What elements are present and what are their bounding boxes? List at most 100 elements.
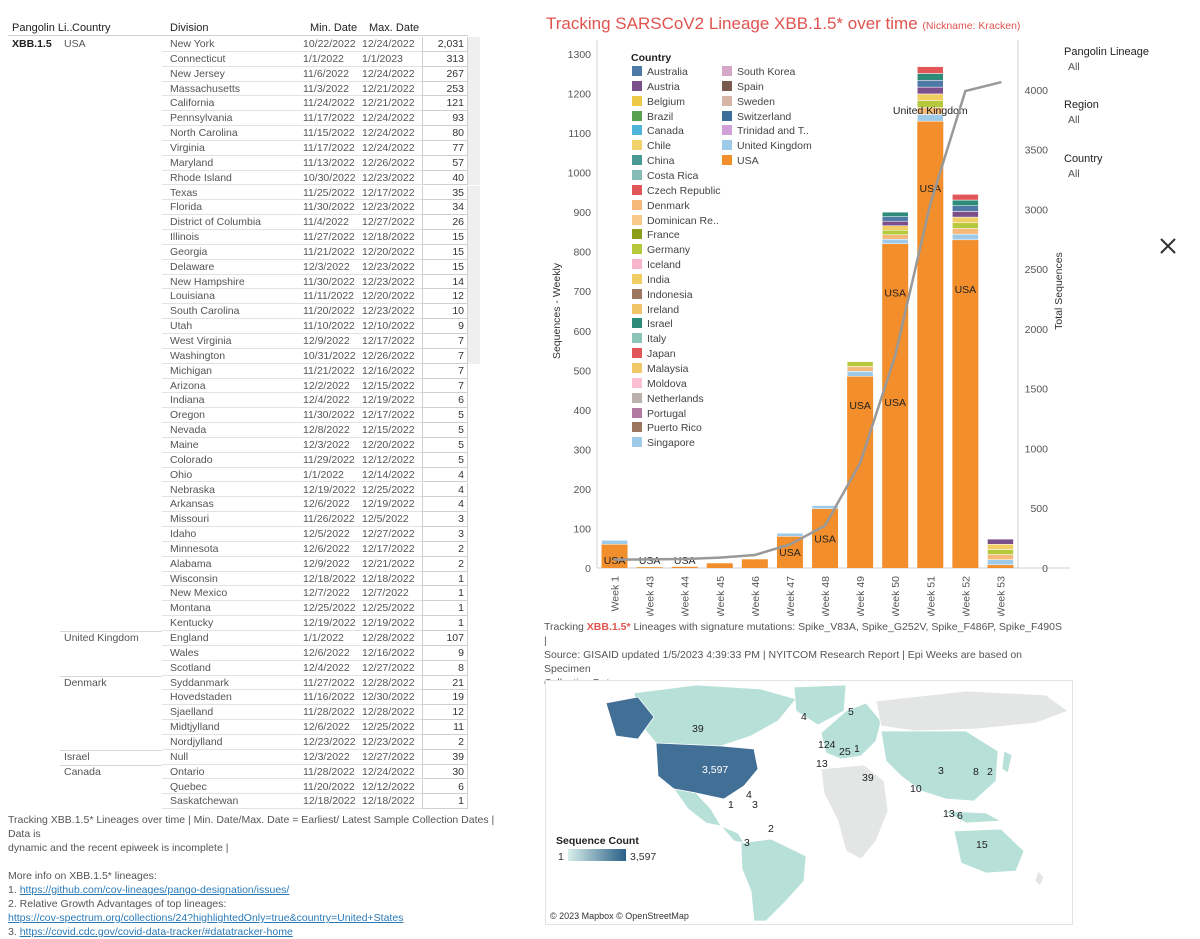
- table-row[interactable]: Michigan 11/21/2022 12/16/2022 7: [0, 363, 480, 379]
- table-row[interactable]: District of Columbia 11/4/2022 12/27/2022 2…: [0, 215, 480, 231]
- table-row[interactable]: Indiana 12/4/2022 12/19/2022 6: [0, 393, 480, 409]
- scroll-track[interactable]: [468, 230, 480, 245]
- table-row[interactable]: Syddanmark 11/27/2022 12/28/2022 21: [0, 675, 480, 691]
- table-row[interactable]: Ontario 11/28/2022 12/24/2022 30: [0, 764, 480, 780]
- cdc-tracker-link[interactable]: https://covid.cdc.gov/covid-data-tracker…: [19, 926, 293, 938]
- legend-item[interactable]: Switzerland: [722, 110, 791, 123]
- table-row[interactable]: Quebec 11/20/2022 12/12/2022 6: [0, 779, 480, 795]
- filter-value[interactable]: All: [1068, 168, 1080, 180]
- table-row[interactable]: Midtjylland 12/6/2022 12/25/2022 11: [0, 720, 480, 735]
- legend-item[interactable]: Ireland: [632, 303, 679, 316]
- scroll-track[interactable]: [468, 126, 480, 141]
- table-row[interactable]: New Mexico 12/7/2022 12/7/2022 1: [0, 586, 480, 602]
- scroll-track[interactable]: [468, 170, 480, 186]
- col-header-country[interactable]: Country: [72, 22, 111, 34]
- legend-item[interactable]: Czech Republic: [632, 184, 721, 197]
- col-header-division[interactable]: Division: [170, 22, 209, 34]
- scroll-track[interactable]: [468, 51, 480, 67]
- table-row[interactable]: Minnesota 12/6/2022 12/17/2022 2: [0, 541, 480, 557]
- close-icon[interactable]: [1158, 236, 1178, 256]
- table-row[interactable]: Oregon 11/30/2022 12/17/2022 5: [0, 408, 480, 424]
- scroll-track[interactable]: [468, 319, 480, 334]
- table-row[interactable]: California 11/24/2022 12/21/2022 121: [0, 96, 480, 112]
- table-row[interactable]: West Virginia 12/9/2022 12/17/2022 7: [0, 334, 480, 349]
- table-row[interactable]: Ohio 1/1/2022 12/14/2022 4: [0, 467, 480, 483]
- legend-item[interactable]: South Korea: [722, 66, 795, 78]
- table-row[interactable]: Nevada 12/8/2022 12/15/2022 5: [0, 423, 480, 438]
- table-row[interactable]: Montana 12/25/2022 12/25/2022 1: [0, 601, 480, 617]
- legend-item[interactable]: Dominican Re..: [632, 214, 719, 227]
- table-row[interactable]: Texas 11/25/2022 12/17/2022 35: [0, 185, 480, 201]
- filter-value[interactable]: All: [1068, 61, 1080, 73]
- legend-item[interactable]: Italy: [632, 333, 666, 345]
- table-row[interactable]: Washington 10/31/2022 12/26/2022 7: [0, 348, 480, 364]
- table-row[interactable]: Kentucky 12/19/2022 12/19/2022 1: [0, 616, 480, 631]
- table-row[interactable]: Utah 11/10/2022 12/10/2022 9: [0, 319, 480, 334]
- table-row[interactable]: New Jersey 11/6/2022 12/24/2022 267: [0, 66, 480, 82]
- legend-item[interactable]: Costa Rica: [632, 169, 698, 182]
- table-row[interactable]: Connecticut 1/1/2022 1/1/2023 313: [0, 51, 480, 67]
- scroll-track[interactable]: [468, 304, 480, 320]
- table-row[interactable]: Idaho 12/5/2022 12/27/2022 3: [0, 527, 480, 542]
- legend-item[interactable]: Belgium: [632, 95, 685, 108]
- table-row[interactable]: Illinois 11/27/2022 12/18/2022 15: [0, 230, 480, 245]
- table-row[interactable]: Maryland 11/13/2022 12/26/2022 57: [0, 155, 480, 171]
- scroll-track[interactable]: [468, 37, 480, 52]
- legend-item[interactable]: Canada: [632, 125, 684, 137]
- table-row[interactable]: Rhode Island 10/30/2022 12/23/2022 40: [0, 170, 480, 186]
- col-header-max-date[interactable]: Max. Date: [369, 22, 420, 34]
- legend-item[interactable]: Trinidad and T..: [722, 125, 809, 137]
- legend-item[interactable]: Israel: [632, 318, 673, 330]
- table-row[interactable]: South Carolina 11/20/2022 12/23/2022 10: [0, 304, 480, 320]
- table-row[interactable]: Louisiana 11/11/2022 12/20/2022 12: [0, 289, 480, 305]
- legend-item[interactable]: Austria: [632, 80, 680, 93]
- table-row[interactable]: Alabama 12/9/2022 12/21/2022 2: [0, 556, 480, 572]
- table-row[interactable]: Wisconsin 12/18/2022 12/18/2022 1: [0, 571, 480, 587]
- legend-item[interactable]: Iceland: [632, 259, 681, 271]
- col-header-lineage[interactable]: Pangolin Li..: [12, 22, 73, 34]
- scroll-track[interactable]: [468, 334, 480, 349]
- table-row[interactable]: Hovedstaden 11/16/2022 12/30/2022 19: [0, 690, 480, 706]
- legend-item[interactable]: Brazil: [632, 110, 673, 123]
- scroll-track[interactable]: [468, 200, 480, 216]
- scroll-track[interactable]: [468, 96, 480, 112]
- scroll-track[interactable]: [468, 81, 480, 97]
- table-row[interactable]: Delaware 12/3/2022 12/23/2022 15: [0, 259, 480, 275]
- table-row[interactable]: New York 10/22/2022 12/24/2022 2,031: [0, 37, 480, 52]
- legend-item[interactable]: Germany: [632, 244, 690, 256]
- scroll-track[interactable]: [468, 348, 480, 364]
- table-row[interactable]: Arkansas 12/6/2022 12/19/2022 4: [0, 497, 480, 513]
- table-row[interactable]: Virginia 11/17/2022 12/24/2022 77: [0, 140, 480, 156]
- table-row[interactable]: Nordjylland 12/23/2022 12/23/2022 2: [0, 734, 480, 750]
- legend-item[interactable]: India: [632, 273, 670, 286]
- legend-item[interactable]: Australia: [632, 66, 688, 78]
- scroll-track[interactable]: [468, 155, 480, 171]
- table-row[interactable]: Null 12/3/2022 12/27/2022 39: [0, 749, 480, 765]
- legend-item[interactable]: Malaysia: [632, 363, 688, 375]
- table-row[interactable]: Wales 12/6/2022 12/16/2022 9: [0, 645, 480, 661]
- scroll-track[interactable]: [468, 215, 480, 231]
- table-row[interactable]: Georgia 11/21/2022 12/20/2022 15: [0, 244, 480, 260]
- cov-spectrum-link[interactable]: https://cov-spectrum.org/collections/24?…: [8, 912, 404, 924]
- world-map[interactable]: 39 3,597 4 5 124 25 1 13 39 3 8 2 10 13 6 15 4 1 3 2 3 Seque…: [545, 680, 1073, 925]
- table-row[interactable]: Florida 11/30/2022 12/23/2022 34: [0, 200, 480, 216]
- scroll-track[interactable]: [468, 274, 480, 290]
- legend-item[interactable]: United Kingdom: [722, 140, 812, 152]
- scroll-track[interactable]: [468, 111, 480, 127]
- table-row[interactable]: New Hampshire 11/30/2022 12/23/2022 14: [0, 274, 480, 290]
- table-row[interactable]: Missouri 11/26/2022 12/5/2022 3: [0, 512, 480, 528]
- table-row[interactable]: Arizona 12/2/2022 12/15/2022 7: [0, 378, 480, 394]
- scroll-track[interactable]: [468, 289, 480, 305]
- table-row[interactable]: Sjaelland 11/28/2022 12/28/2022 12: [0, 705, 480, 721]
- legend-item[interactable]: Chile: [632, 140, 671, 152]
- table-row[interactable]: Massachusetts 11/3/2022 12/21/2022 253: [0, 81, 480, 97]
- legend-item[interactable]: USA: [722, 155, 759, 167]
- legend-item[interactable]: Indonesia: [632, 288, 693, 301]
- legend-item[interactable]: Japan: [632, 348, 676, 360]
- table-row[interactable]: Scotland 12/4/2022 12/27/2022 8: [0, 660, 480, 676]
- legend-item[interactable]: Portugal: [632, 407, 686, 420]
- legend-item[interactable]: Denmark: [632, 199, 690, 212]
- scroll-track[interactable]: [468, 66, 480, 82]
- table-row[interactable]: Colorado 11/29/2022 12/12/2022 5: [0, 452, 480, 468]
- scroll-track[interactable]: [468, 259, 480, 275]
